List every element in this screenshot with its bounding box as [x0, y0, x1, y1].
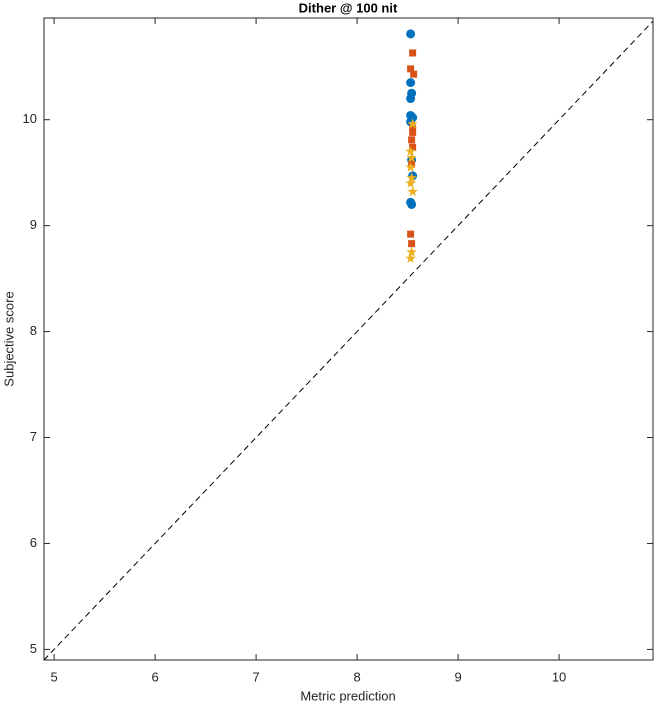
y-tick-label: 5 [30, 641, 37, 656]
x-tick-label: 5 [50, 669, 57, 684]
y-tick-label: 10 [23, 111, 37, 126]
y-tick-label: 6 [30, 535, 37, 550]
point [407, 65, 415, 73]
point [406, 78, 416, 88]
y-axis-label: Subjective score [1, 291, 16, 386]
x-tick-label: 8 [353, 669, 360, 684]
x-tick-label: 10 [552, 669, 566, 684]
x-axis-label: Metric prediction [300, 688, 395, 703]
point [409, 143, 417, 151]
point [408, 160, 416, 168]
point [409, 49, 417, 57]
point [405, 252, 416, 263]
y-tick-label: 9 [30, 217, 37, 232]
point [405, 161, 416, 172]
point [405, 177, 416, 188]
point [407, 118, 418, 129]
plot-frame [43, 17, 654, 661]
chart-title: Dither @ 100 nit [299, 0, 398, 15]
point [409, 128, 417, 136]
x-tick-label: 9 [454, 669, 461, 684]
point [406, 152, 417, 163]
point [406, 94, 416, 104]
point [410, 70, 418, 78]
y-tick-label: 7 [30, 429, 37, 444]
point [406, 172, 417, 183]
point [405, 145, 416, 156]
point [407, 186, 418, 197]
point [407, 199, 417, 209]
point [406, 246, 417, 257]
point [406, 29, 416, 39]
y-tick-label: 8 [30, 323, 37, 338]
point [408, 136, 416, 144]
x-tick-label: 7 [252, 669, 259, 684]
x-tick-label: 6 [151, 669, 158, 684]
identity-line [43, 20, 654, 661]
point [408, 240, 416, 248]
point [409, 124, 417, 132]
point [407, 230, 415, 238]
